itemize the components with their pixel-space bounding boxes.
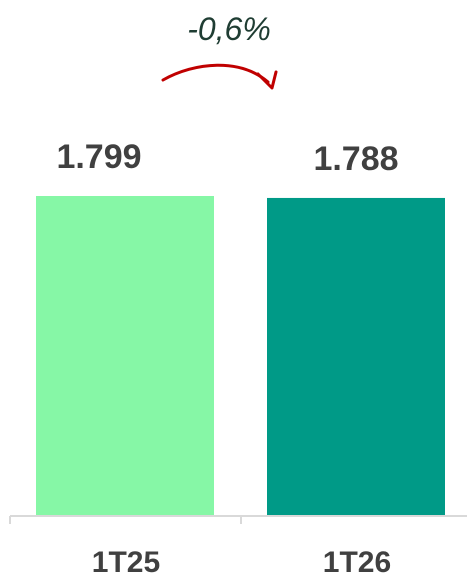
value-label-1t26: 1.788 [313,140,398,178]
tick-label-1t25: 1T25 [92,546,160,577]
tick-label-1t26: 1T26 [323,546,391,577]
value-label-1t25: 1.799 [56,138,141,176]
bar-1t25 [36,196,214,515]
change-label: -0,6% [187,11,271,47]
change-arrowhead-icon [256,70,278,90]
change-arrow-icon [161,63,270,84]
bar-1t26 [267,197,445,515]
